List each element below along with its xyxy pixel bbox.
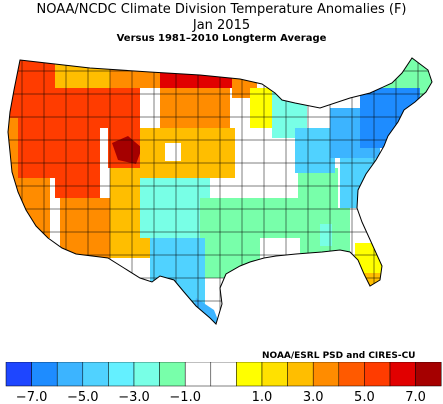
color-legend: −7.0 −5.0 −3.0 −1.0 1.0 3.0 5.0 7.0 (5, 362, 442, 404)
region-california-interior (18, 88, 58, 178)
legend-cell (236, 362, 263, 387)
region-south-texas (150, 238, 205, 324)
legend-cell (338, 362, 365, 387)
region-central-plains (140, 128, 235, 178)
region-idaho-montana-west (55, 58, 110, 88)
legend-cell (364, 362, 391, 387)
legend-tick-label: −3.0 (118, 390, 150, 404)
legend-cells (5, 362, 442, 387)
legend-cell (389, 362, 416, 387)
legend-tick-label: −5.0 (67, 390, 99, 404)
region-texas-panhandle (140, 178, 210, 238)
legend-cell (261, 362, 288, 387)
region-hot-core-colorado (112, 136, 142, 164)
region-georgia-patch (320, 224, 332, 246)
legend-cell (56, 362, 84, 387)
region-northern-plains (160, 88, 230, 128)
legend-cell (159, 362, 186, 387)
legend-cell (210, 362, 237, 387)
us-anomaly-map (7, 57, 433, 325)
legend-cell (82, 362, 109, 387)
region-ohio-indiana (295, 128, 335, 173)
legend-cell (31, 362, 58, 387)
region-new-england-south (360, 88, 420, 148)
region-wisconsin (250, 88, 272, 128)
legend-cell (5, 362, 32, 387)
legend-tick-label: 7.0 (405, 390, 426, 404)
legend-tick-label: 1.0 (252, 390, 273, 404)
map-period: Jan 2015 (192, 18, 251, 33)
region-montana-east (110, 58, 160, 88)
map-subtitle: Versus 1981–2010 Longterm Average (116, 33, 327, 44)
legend-tick-label: 5.0 (354, 390, 375, 404)
region-arizona (60, 198, 110, 258)
legend-tick-label: −7.0 (16, 390, 48, 404)
legend-tick-label: −1.0 (169, 390, 201, 404)
region-dakotas (160, 58, 235, 88)
region-neutral-patch (165, 143, 181, 161)
region-east-texas (200, 198, 260, 278)
legend-cell (108, 362, 135, 387)
region-lower-mississippi (260, 198, 300, 238)
legend-cell (184, 362, 212, 387)
legend-cell (312, 362, 340, 387)
region-north-florida (355, 243, 390, 273)
legend-tick-labels: −7.0 −5.0 −3.0 −1.0 1.0 3.0 5.0 7.0 (16, 390, 426, 404)
region-mid-atlantic (340, 158, 380, 208)
region-wyoming (100, 88, 140, 128)
region-ohio-valley (298, 168, 338, 208)
legend-cell (133, 362, 160, 387)
map-title: NOAA/NCDC Climate Division Temperature A… (36, 2, 407, 17)
region-great-basin (55, 88, 100, 198)
legend-cell (415, 362, 442, 387)
legend-tick-label: 3.0 (303, 390, 324, 404)
legend-cell (287, 362, 314, 387)
data-credit: NOAA/ESRL PSD and CIRES-CU (262, 351, 416, 361)
